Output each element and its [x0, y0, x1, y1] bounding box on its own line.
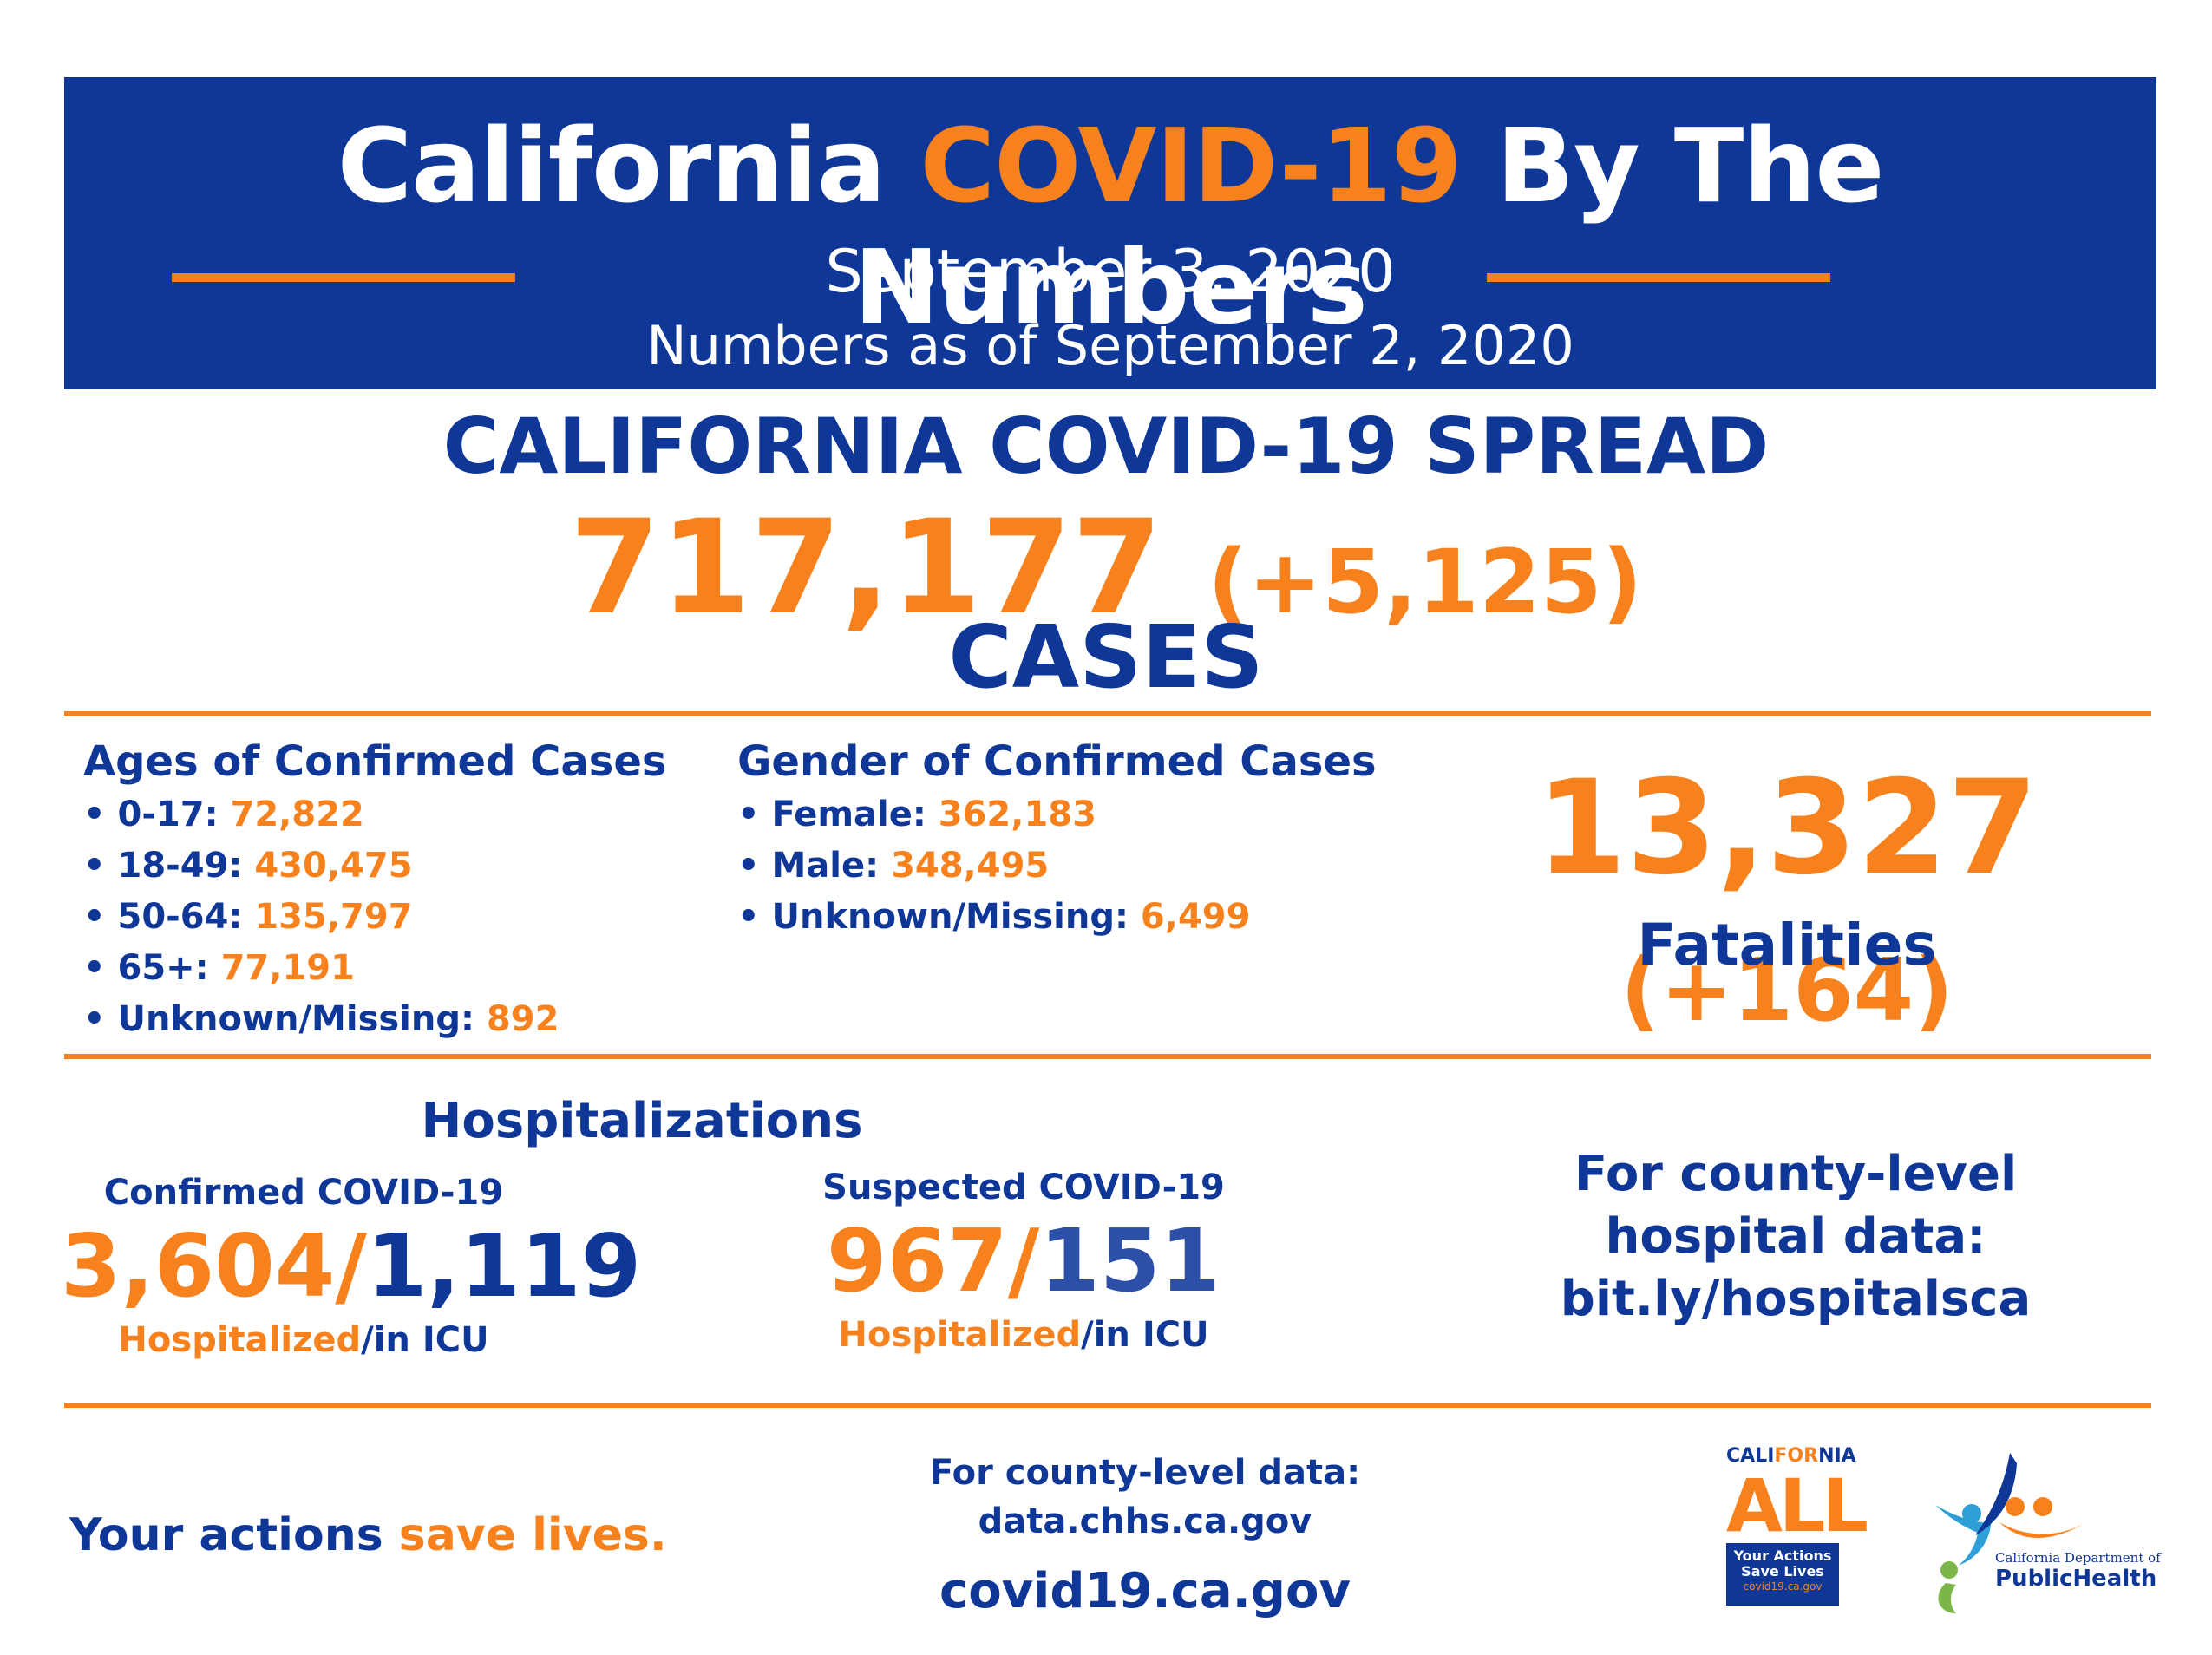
title-part-covid19: COVID-19 — [919, 106, 1463, 226]
hosp-confirmed-numbers: 3,604/1,119 — [61, 1214, 641, 1318]
list-item: • Unknown/Missing: 6,499 — [737, 892, 1397, 943]
page-title: California COVID-19 By The Numbers — [64, 105, 2156, 348]
gender-section: Gender of Confirmed Cases • Female: 362,… — [737, 736, 1397, 943]
age-value: 892 — [486, 999, 560, 1039]
age-value: 135,797 — [254, 897, 413, 937]
california-all-logo: CALIFORNIA ALL Your Actions Save Lives c… — [1726, 1444, 1868, 1606]
age-value: 72,822 — [230, 795, 364, 834]
age-label: • 0-17: — [83, 795, 231, 834]
divider-3 — [64, 1403, 2151, 1408]
gender-title: Gender of Confirmed Cases — [737, 737, 1377, 786]
actions-slogan: Your actions save lives. — [69, 1505, 667, 1566]
ca-all-top-a: CALI — [1726, 1445, 1775, 1467]
age-label: • 65+: — [83, 948, 221, 988]
hosp-confirmed-count: 3,604 — [61, 1215, 336, 1317]
hosp-suspected-subtitle: Suspected COVID-19 — [822, 1168, 1225, 1207]
cases-count: 717,177 — [569, 493, 1162, 644]
report-date: September 3, 2020 — [825, 238, 1396, 306]
ages-list: • 0-17: 72,822 • 18-49: 430,475 • 50-64:… — [83, 789, 708, 1045]
hosp-suspected-label: Hospitalized/in ICU — [781, 1313, 1266, 1357]
ages-section: Ages of Confirmed Cases • 0-17: 72,822 •… — [83, 736, 708, 1045]
hosp-label-icu: /in ICU — [1081, 1315, 1209, 1355]
age-value: 77,191 — [220, 948, 355, 988]
slogan-part1: Your actions — [69, 1509, 399, 1561]
site-link[interactable]: covid19.ca.gov — [939, 1563, 1351, 1619]
hosp-suspected-icu: 151 — [1039, 1210, 1221, 1312]
cases-label: CASES — [948, 606, 1264, 708]
ca-all-top-text: CALIFORNIA — [1726, 1444, 1856, 1469]
cases-delta: (+5,125) — [1207, 531, 1643, 634]
data-as-of: Numbers as of September 2, 2020 — [646, 314, 1574, 377]
cdph-name-line2: PublicHealth — [1995, 1566, 2157, 1592]
gender-label: • Male: — [737, 846, 892, 886]
cdph-name-line1: California Department of — [1995, 1550, 2161, 1566]
ca-all-top-c: NIA — [1818, 1445, 1856, 1467]
hosp-confirmed-subtitle: Confirmed COVID-19 — [103, 1173, 504, 1213]
list-item: • 65+: 77,191 — [83, 943, 708, 994]
hosp-separator: / — [1007, 1210, 1040, 1312]
county-hospital-line1: For county-level — [1574, 1146, 2018, 1202]
county-data-line1: For county-level data: — [929, 1453, 1361, 1493]
cdph-people-icon — [1935, 1453, 2086, 1613]
age-value: 430,475 — [254, 846, 413, 886]
county-hospital-line2: hospital data: — [1605, 1208, 1986, 1265]
title-part-by-the-numbers: By The Numbers — [854, 106, 1884, 347]
ca-all-top-b: FOR — [1774, 1445, 1819, 1467]
list-item: • 18-49: 430,475 — [83, 841, 708, 892]
fatalities-delta: (+164) — [1620, 939, 1953, 1041]
hosp-suspected: Suspected COVID-19 967/151 Hospitalized/… — [781, 1166, 1266, 1357]
fatalities-label: Fatalities — [1637, 912, 1937, 978]
divider-2 — [64, 1054, 2151, 1059]
cases-total: 717,177 (+5,125) — [0, 494, 2212, 657]
header-rule-left — [172, 273, 515, 282]
ca-all-box: Your Actions Save Lives covid19.ca.gov — [1726, 1543, 1839, 1606]
county-hospital-link[interactable]: bit.ly/hospitalsca — [1560, 1271, 2032, 1327]
fatalities-count: 13,327 — [1535, 753, 2039, 904]
county-data-link[interactable]: data.chhs.ca.gov — [978, 1501, 1312, 1541]
list-item: • Male: 348,495 — [737, 841, 1397, 892]
ages-title: Ages of Confirmed Cases — [83, 737, 667, 786]
gender-value: 362,183 — [938, 795, 1096, 834]
ca-all-box-line2: Save Lives — [1741, 1563, 1824, 1580]
divider-1 — [64, 711, 2151, 716]
gender-list: • Female: 362,183 • Male: 348,495 • Unkn… — [737, 789, 1397, 943]
hosp-confirmed-icu: 1,119 — [366, 1215, 642, 1317]
hosp-label-icu: /in ICU — [361, 1320, 489, 1360]
list-item: • Female: 362,183 — [737, 789, 1397, 841]
spread-title: CALIFORNIA COVID-19 SPREAD — [442, 402, 1770, 491]
list-item: • 50-64: 135,797 — [83, 892, 708, 943]
fatalities-total: 13,327 (+164) — [1423, 755, 2151, 1064]
gender-value: 6,499 — [1140, 897, 1251, 937]
hosp-separator: / — [335, 1215, 367, 1317]
list-item: • Unknown/Missing: 892 — [83, 994, 708, 1045]
slogan-part2: save lives. — [398, 1509, 667, 1561]
cdph-logo — [1930, 1453, 2156, 1618]
hosp-confirmed-label: Hospitalized/in ICU — [61, 1318, 546, 1362]
hosp-suspected-numbers: 967/151 — [781, 1209, 1266, 1313]
hosp-label-hospitalized: Hospitalized — [838, 1315, 1082, 1355]
age-label: • 18-49: — [83, 846, 255, 886]
age-label: • 50-64: — [83, 897, 255, 937]
county-hospital-data: For county-level hospital data: bit.ly/h… — [1527, 1143, 2065, 1331]
gender-label: • Unknown/Missing: — [737, 897, 1141, 937]
ca-all-word: ALL — [1726, 1463, 1868, 1548]
title-part-california: California — [337, 106, 920, 226]
list-item: • 0-17: 72,822 — [83, 789, 708, 841]
hosp-suspected-count: 967 — [826, 1210, 1008, 1312]
age-label: • Unknown/Missing: — [83, 999, 487, 1039]
gender-value: 348,495 — [891, 846, 1050, 886]
gender-label: • Female: — [737, 795, 939, 834]
ca-all-box-line1: Your Actions — [1733, 1547, 1832, 1564]
ca-all-box-url: covid19.ca.gov — [1743, 1580, 1823, 1593]
header-rule-right — [1487, 273, 1830, 282]
county-level-data: For county-level data: data.chhs.ca.gov — [885, 1449, 1405, 1546]
hosp-label-hospitalized: Hospitalized — [118, 1320, 362, 1360]
hospitalizations-title: Hospitalizations — [421, 1093, 863, 1149]
hosp-confirmed: Confirmed COVID-19 3,604/1,119 Hospitali… — [61, 1171, 641, 1362]
header-banner: California COVID-19 By The Numbers Septe… — [64, 77, 2156, 389]
